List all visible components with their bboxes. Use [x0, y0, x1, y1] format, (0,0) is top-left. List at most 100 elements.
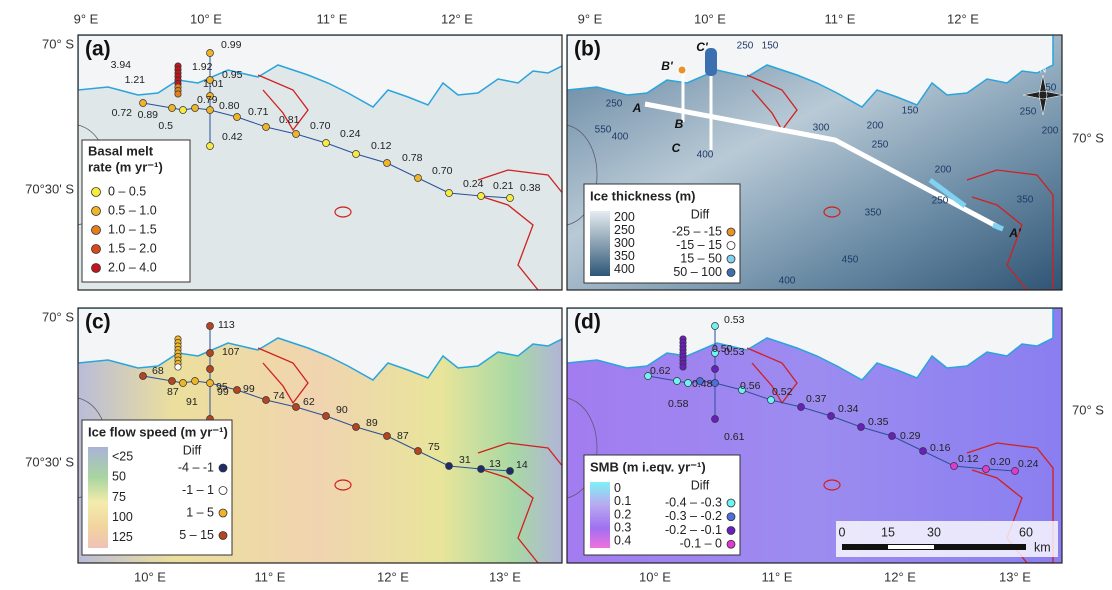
point-label: 0.12: [371, 140, 392, 152]
point-label: 0.70: [432, 165, 453, 177]
sample-point: [175, 91, 181, 97]
ramp-label: 300: [614, 236, 635, 250]
legend-label: 1 – 5: [186, 505, 214, 519]
point-label: 0.80: [219, 100, 240, 112]
ramp-label: 75: [112, 490, 126, 504]
legend-symbol: [727, 540, 735, 548]
sample-point: [384, 433, 391, 440]
point-label: 0.38: [520, 182, 541, 194]
sample-point: [951, 463, 958, 470]
point-label: 0.89: [138, 109, 159, 121]
point-label: 0.78: [402, 152, 423, 164]
map-label: A: [632, 101, 642, 115]
legend-symbol: [92, 188, 101, 197]
contour-label: 150: [902, 106, 919, 117]
point-label: 0.53: [724, 346, 745, 358]
point-label: 0.56: [740, 380, 761, 392]
point-label: 87: [167, 386, 179, 398]
sample-point: [415, 175, 422, 182]
point-label: 0.53: [724, 314, 745, 326]
sample-point: [207, 350, 214, 357]
sample-point: [384, 160, 391, 167]
map-label: A': [1008, 226, 1022, 240]
point-label: 0.29: [900, 430, 921, 442]
point-label: 0.48: [692, 378, 713, 390]
color-ramp: [590, 482, 610, 548]
sample-point: [180, 107, 187, 114]
legend-symbol: [727, 228, 735, 236]
point-label: 0.12: [958, 453, 979, 465]
point-label: 0.72: [112, 107, 133, 119]
ramp-label: 50: [112, 470, 126, 484]
point-label: 87: [397, 430, 409, 442]
longitude-label: 12° E: [947, 11, 979, 26]
contour-label: 400: [779, 276, 796, 287]
sample-point: [680, 364, 686, 370]
sample-point: [234, 114, 241, 121]
longitude-label: 11° E: [825, 11, 856, 26]
north-label: N: [1040, 64, 1047, 74]
point-label: 113: [218, 319, 235, 331]
panel-tag: (a): [85, 38, 111, 61]
legend-label: -0.1 – 0: [680, 537, 722, 551]
sample-point: [446, 190, 453, 197]
contour-label: 400: [612, 132, 629, 143]
sample-point: [712, 416, 719, 423]
legend-label: 1.5 – 2.0: [108, 241, 157, 255]
contour-label: 450: [842, 255, 859, 266]
sample-point: [207, 323, 214, 330]
longitude-label: 12° E: [377, 569, 409, 584]
legend-symbol: [727, 255, 735, 263]
point-label: 0.42: [222, 131, 243, 143]
contour-label: 250: [737, 41, 754, 52]
sample-point: [192, 378, 199, 385]
legend-label: -0.3 – -0.2: [665, 509, 722, 523]
panel-tag: (b): [574, 38, 601, 61]
color-ramp: [88, 447, 108, 548]
sample-point: [175, 364, 181, 370]
contour-label: 250: [872, 140, 889, 151]
ramp-label: 0.3: [614, 520, 631, 534]
scale-bar-label: 15: [881, 525, 895, 539]
sample-point: [323, 140, 330, 147]
legend-title: SMB (m i.eqv. yr⁻¹): [590, 459, 706, 474]
point-label: 89: [366, 417, 378, 429]
sample-point: [207, 366, 214, 373]
map-label: B: [675, 117, 684, 131]
point-label: 107: [222, 346, 240, 358]
point-label: 0.95: [222, 69, 243, 81]
ramp-label: 0.2: [614, 507, 631, 521]
ramp-label: 0: [614, 481, 621, 495]
point-label: 13: [489, 458, 501, 470]
latitude-label: 70° S: [1072, 130, 1104, 145]
sample-point: [920, 448, 927, 455]
contour-label: 550: [595, 125, 612, 136]
legend-symbol: [727, 242, 735, 250]
point-label: 1.01: [203, 78, 224, 90]
diff-title: Diff: [691, 478, 710, 492]
legend-symbol: [92, 226, 101, 235]
point-label: 0.16: [930, 442, 951, 454]
legend-label: 2.0 – 4.0: [108, 260, 157, 274]
legend-label: -25 – -15: [672, 224, 722, 238]
sample-point: [889, 433, 896, 440]
map-label: C': [696, 40, 709, 54]
sample-point: [207, 50, 214, 57]
longitude-label: 13° E: [999, 569, 1031, 584]
point-label: 99: [243, 383, 255, 395]
point-label: 0.5: [158, 120, 173, 132]
sample-point: [674, 378, 681, 385]
legend-label: -15 – 15: [676, 238, 722, 252]
sample-point: [478, 193, 485, 200]
legend-title: rate (m yr⁻¹): [88, 159, 163, 174]
sample-point: [353, 424, 360, 431]
profile-diff: [678, 66, 686, 74]
point-label: 14: [516, 459, 528, 471]
point-label: 0.52: [772, 386, 793, 398]
sample-point: [169, 105, 176, 112]
contour-label: 250: [606, 99, 623, 110]
legend-label: -0.2 – -0.1: [665, 523, 722, 537]
legend-symbol: [219, 509, 227, 517]
scale-bar-label: 30: [927, 525, 941, 539]
legend-symbol: [727, 527, 735, 535]
